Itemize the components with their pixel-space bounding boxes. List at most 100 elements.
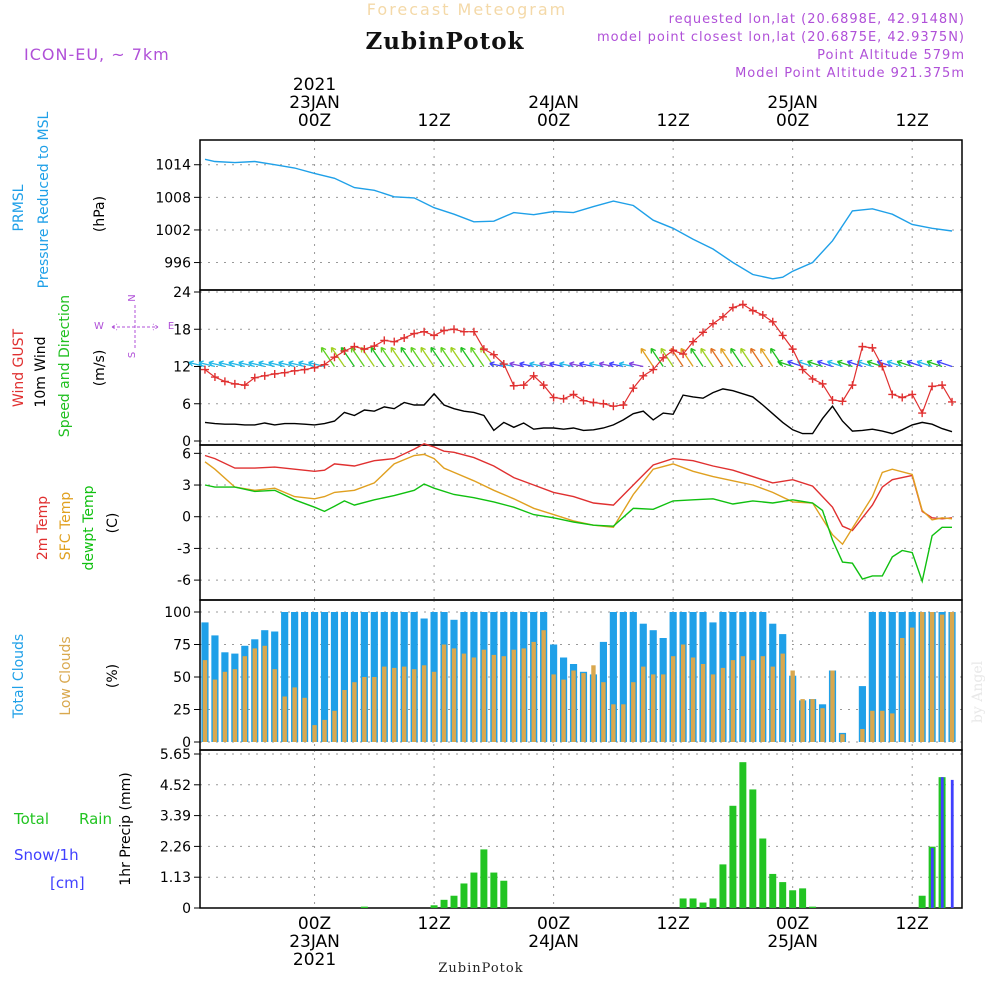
total-clouds-bar xyxy=(629,612,637,742)
wind-arrow-head xyxy=(198,360,204,367)
low-clouds-bar xyxy=(262,645,267,742)
gust-marker xyxy=(200,365,209,374)
gust-marker xyxy=(679,350,688,359)
sfc-temp-label: SFC Temp xyxy=(58,492,74,561)
y-tick-label: 100 xyxy=(164,605,191,621)
wind-arrow-head xyxy=(886,359,893,366)
wind-arrow-head xyxy=(926,359,933,366)
low-clouds-bar xyxy=(820,708,825,742)
low-clouds-bar xyxy=(451,648,457,742)
percent-label: (%) xyxy=(105,664,121,688)
gust-line xyxy=(204,303,953,415)
gust-marker xyxy=(579,396,588,405)
low-clouds-bar xyxy=(372,677,377,742)
closest-coords: model point closest lon,lat (20.6875E, 4… xyxy=(597,30,965,45)
wind-arrow-head xyxy=(906,359,913,366)
low-clouds-bar xyxy=(770,666,775,742)
legend-snow: Snow/1h xyxy=(14,846,79,864)
y-tick-label: 1014 xyxy=(155,158,191,174)
wind-arrow-head xyxy=(308,360,314,367)
y-tick-label: 996 xyxy=(164,256,191,272)
wind-direction-arrow xyxy=(410,347,425,367)
gust-marker xyxy=(390,337,399,346)
gust-marker xyxy=(758,310,767,319)
wind-arrow-head xyxy=(598,361,605,368)
low-clouds-bar xyxy=(212,679,218,742)
gust-marker xyxy=(708,319,717,328)
gust-marker xyxy=(400,333,409,342)
point-altitude: Point Altitude 579m xyxy=(817,48,965,63)
wind-direction-arrow xyxy=(470,347,485,367)
gust-marker xyxy=(599,399,608,408)
low-clouds-bar xyxy=(651,674,656,742)
wind-arrow-head xyxy=(268,360,274,367)
bottom-time-label: 23JAN xyxy=(289,932,340,952)
wind-arrow-head xyxy=(628,361,635,368)
gust-label: Wind GUST xyxy=(11,328,27,407)
gust-marker xyxy=(420,327,429,336)
wind-arrow-head xyxy=(450,346,456,353)
wind-arrow-head xyxy=(470,346,476,353)
wind-direction-arrow xyxy=(650,348,664,367)
clouds-ylabel: Total Clouds Low Clouds (%) xyxy=(11,634,121,719)
low-clouds-bar xyxy=(660,674,666,742)
low-clouds-bar xyxy=(919,612,925,742)
snow-bar xyxy=(950,779,954,908)
gust-marker xyxy=(509,381,518,390)
wind-arrow-head xyxy=(298,360,304,367)
gust-marker xyxy=(788,345,797,354)
gust-marker xyxy=(868,343,877,352)
top-time-label: 00Z xyxy=(298,111,331,131)
pressure-panel: 1014 1008 1002 996 xyxy=(155,139,963,291)
bottom-time-label: 00Z xyxy=(537,914,570,934)
y-tick-label: 0 xyxy=(182,510,191,526)
wind-direction-arrow xyxy=(730,348,744,367)
y-tick-label: 6 xyxy=(182,397,191,413)
wind-direction-arrow xyxy=(539,362,554,368)
wind-direction-arrow xyxy=(936,360,953,368)
wind-panel: 24 18 12 6 0 xyxy=(173,285,963,450)
low-clouds-bar xyxy=(392,667,397,742)
wind-direction-arrow xyxy=(797,360,813,368)
wind-direction-arrow xyxy=(400,347,415,367)
wind-direction-arrow xyxy=(640,348,654,367)
wind-arrow-head xyxy=(846,359,853,366)
wind-arrow-head xyxy=(218,360,224,367)
gust-marker xyxy=(928,382,937,391)
gust-marker xyxy=(360,345,369,354)
rain-bar xyxy=(689,898,697,908)
top-time-label: 2021 xyxy=(293,75,336,95)
wind-arrow-head xyxy=(569,361,575,368)
y-tick-label: 0 xyxy=(182,901,191,917)
bottom-time-label: 12Z xyxy=(417,914,450,934)
wind-direction-arrow xyxy=(700,348,714,367)
wind-arrow-head xyxy=(817,359,823,366)
gust-marker xyxy=(370,342,379,351)
wind-arrow-head xyxy=(330,346,337,353)
low-clouds-bar xyxy=(890,713,895,742)
y-tick-label: 4.52 xyxy=(160,778,191,794)
wind-direction-arrow xyxy=(867,360,883,368)
rain-bar xyxy=(500,880,508,908)
bottom-time-label: 25JAN xyxy=(767,932,818,952)
wind-arrow-head xyxy=(787,359,793,366)
gust-marker xyxy=(918,409,927,418)
wind-direction-arrow xyxy=(770,348,784,367)
low-clouds-bar xyxy=(700,664,706,742)
low-clouds-bar xyxy=(840,734,845,742)
low-clouds-bar xyxy=(511,649,516,742)
wind-arrow-head xyxy=(208,360,214,367)
total-clouds-bar xyxy=(330,612,339,742)
gust-marker xyxy=(938,381,947,390)
credit-label: by Angel xyxy=(970,660,986,723)
gust-marker xyxy=(888,390,897,399)
snow-bar xyxy=(930,848,934,908)
gust-marker xyxy=(450,325,458,334)
gust-marker xyxy=(689,337,698,346)
dewpt-label: dewpt Temp xyxy=(81,485,97,570)
gust-marker xyxy=(549,393,558,402)
total-clouds-bar xyxy=(878,612,886,742)
low-clouds-bar xyxy=(481,649,487,742)
rain-bar xyxy=(749,789,757,908)
low-clouds-bar xyxy=(362,677,367,742)
